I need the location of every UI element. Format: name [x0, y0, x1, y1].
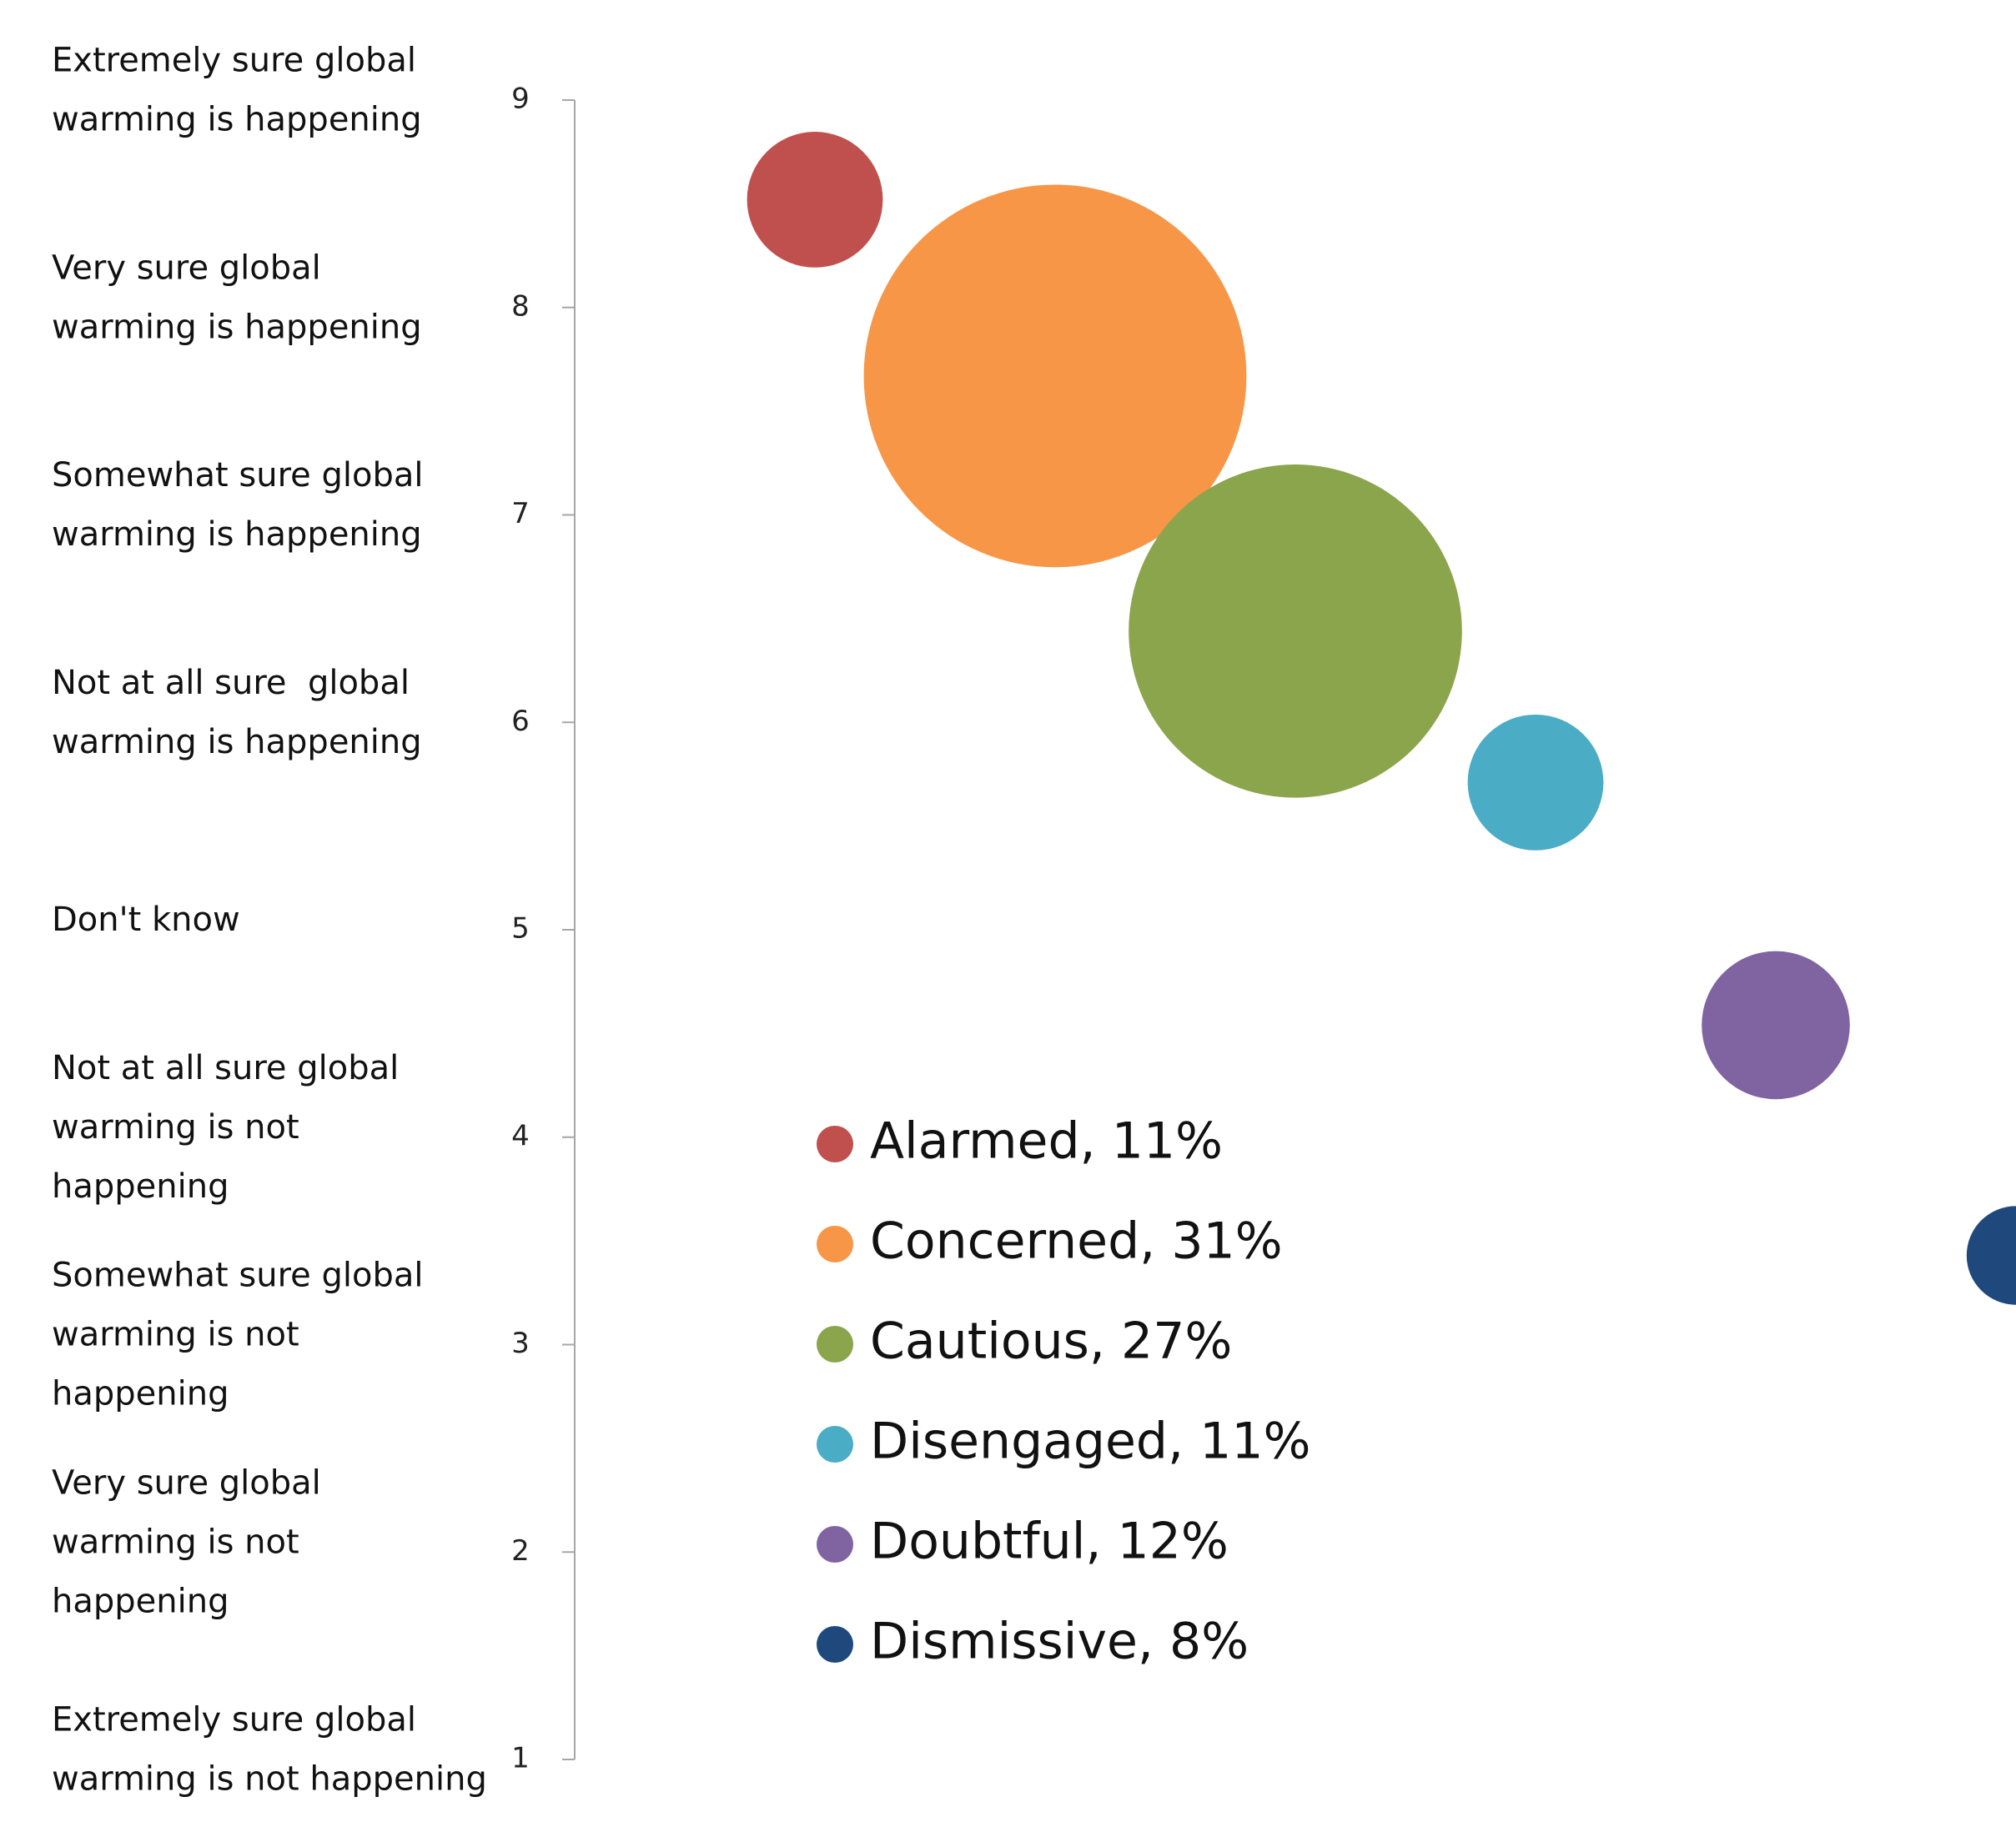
y-category-label: warming is happening: [52, 515, 422, 554]
bubble: [863, 184, 1247, 568]
legend-label: Alarmed, 11%: [870, 1112, 1223, 1171]
bubble: [1467, 714, 1604, 851]
y-category-label: happening: [52, 1375, 229, 1413]
bubble: [1966, 1206, 2016, 1305]
y-tick-label: 3: [511, 1327, 530, 1360]
y-tick-label: 1: [511, 1742, 530, 1775]
y-tick-label: 7: [511, 497, 530, 530]
legend-label: Disengaged, 11%: [870, 1413, 1311, 1471]
bubble: [1702, 951, 1850, 1100]
y-category-label: warming is happening: [52, 101, 422, 139]
y-category-label: happening: [52, 1582, 229, 1620]
y-category-label: warming is happening: [52, 308, 422, 346]
y-category-label: Not at all sure global: [52, 1049, 399, 1087]
plot-area: [747, 132, 2016, 1305]
y-category-label: warming is happening: [52, 723, 422, 761]
bubble: [1129, 464, 1462, 798]
y-category-label: Don't know: [52, 901, 240, 939]
legend-label: Cautious, 27%: [870, 1313, 1232, 1371]
y-category-label: Extremely sure global: [52, 42, 416, 80]
y-category-label: happening: [52, 1167, 229, 1206]
y-tick-label: 6: [511, 705, 530, 738]
legend-marker: [817, 1626, 853, 1663]
y-category-label: Extremely sure global: [52, 1701, 416, 1739]
bubble: [747, 132, 883, 268]
y-category-label: Very sure global: [52, 1463, 321, 1502]
legend-label: Dismissive, 8%: [870, 1613, 1249, 1671]
y-category-label: warming is not happening: [52, 1760, 487, 1799]
y-category-label: Somewhat sure global: [52, 1257, 424, 1295]
y-tick-label: 2: [511, 1534, 530, 1568]
y-category-label: Not at all sure global: [52, 664, 410, 702]
legend-marker: [817, 1226, 853, 1262]
y-category-label: warming is not: [52, 1523, 299, 1561]
y-tick-label: 8: [511, 289, 530, 323]
legend-label: Doubtful, 12%: [870, 1513, 1229, 1571]
legend-marker: [817, 1426, 853, 1463]
y-tick-label: 4: [511, 1119, 530, 1152]
legend-label: Concerned, 31%: [870, 1212, 1283, 1271]
legend-marker: [817, 1326, 853, 1363]
y-tick-label: 9: [511, 83, 530, 116]
y-category-label: Very sure global: [52, 248, 321, 287]
y-tick-label: 5: [511, 912, 530, 946]
y-category-label: Somewhat sure global: [52, 456, 424, 494]
y-category-label: warming is not: [52, 1108, 299, 1147]
y-category-label: warming is not: [52, 1316, 299, 1354]
legend-marker: [817, 1126, 853, 1162]
legend-marker: [817, 1526, 853, 1563]
